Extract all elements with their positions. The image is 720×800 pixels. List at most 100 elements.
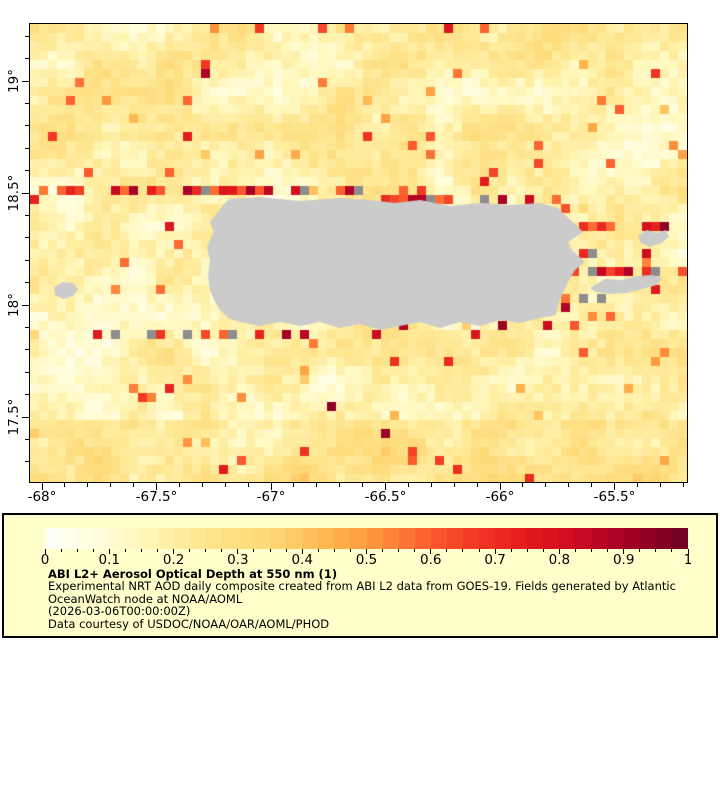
x-axis-tick-label: -66° <box>485 489 515 505</box>
x-axis-minor-tick <box>316 483 318 487</box>
colorbar-tick-label: 0 <box>40 552 50 568</box>
x-axis-minor-tick <box>178 483 180 487</box>
colorbar-major-tick <box>301 549 303 554</box>
x-axis-major-tick <box>385 483 386 490</box>
colorbar-tick-label: 0.1 <box>98 552 121 568</box>
colorbar-minor-tick <box>607 549 609 552</box>
y-axis-tick-label: 17.5° <box>6 398 22 436</box>
x-axis-minor-tick <box>659 483 661 487</box>
x-axis-minor-tick <box>453 483 455 487</box>
x-axis-minor-tick <box>407 483 409 487</box>
legend-line: Experimental NRT AOD daily composite cre… <box>48 579 676 594</box>
x-axis-minor-tick <box>64 483 66 487</box>
x-axis-major-tick <box>156 483 157 490</box>
colorbar-minor-tick <box>317 549 319 552</box>
x-axis-minor-tick <box>591 483 593 487</box>
y-axis-major-tick <box>22 80 29 82</box>
colorbar-minor-tick <box>253 549 255 552</box>
x-axis-minor-tick <box>224 483 226 487</box>
aod-heatmap-canvas <box>30 24 687 482</box>
x-axis-minor-tick <box>568 483 570 487</box>
colorbar-major-tick <box>430 549 432 554</box>
colorbar-minor-tick <box>349 549 351 552</box>
legend-line: OceanWatch node at NOAA/AOML <box>48 591 243 606</box>
colorbar-minor-tick <box>140 549 142 552</box>
colorbar-minor-tick <box>382 549 384 552</box>
x-axis-major-tick <box>499 483 501 490</box>
colorbar-minor-tick <box>333 549 335 552</box>
colorbar-minor-tick <box>285 549 287 552</box>
legend-title: ABI L2+ Aerosol Optical Depth at 550 nm … <box>48 567 338 581</box>
colorbar-minor-tick <box>526 549 528 552</box>
colorbar-minor-tick <box>655 549 657 552</box>
colorbar-minor-tick <box>414 549 416 552</box>
x-axis-tick-label: -68° <box>27 489 57 505</box>
colorbar-major-tick <box>44 549 46 554</box>
x-axis-minor-tick <box>476 483 478 487</box>
x-axis-tick-label: -67° <box>256 489 286 505</box>
colorbar-minor-tick <box>574 549 576 552</box>
colorbar-minor-tick <box>542 549 544 552</box>
colorbar-minor-tick <box>269 549 271 552</box>
x-axis-minor-tick <box>110 483 112 487</box>
x-axis-minor-tick <box>430 483 432 487</box>
colorbar-tick-label: 0.3 <box>227 552 249 568</box>
y-axis-major-tick <box>22 304 29 306</box>
colorbar-minor-tick <box>60 549 62 552</box>
x-axis-minor-tick <box>362 483 364 487</box>
colorbar-minor-tick <box>189 549 191 552</box>
colorbar-minor-tick <box>478 549 480 552</box>
colorbar-tick-label: 0.8 <box>548 552 571 568</box>
colorbar-minor-tick <box>591 549 593 552</box>
colorbar-tick-label: 1 <box>683 552 693 568</box>
legend-text: ABI L2+ Aerosol Optical Depth at 550 nm … <box>48 568 676 630</box>
colorbar-tick-label: 0.2 <box>162 552 185 568</box>
x-axis-minor-tick <box>636 483 638 487</box>
colorbar-tick-label: 0.9 <box>612 552 635 568</box>
x-axis-tick-label: -65.5° <box>593 489 636 505</box>
x-axis-minor-tick <box>293 483 295 487</box>
colorbar-tick-label: 0.5 <box>355 552 378 568</box>
colorbar-major-tick <box>366 549 367 554</box>
colorbar <box>45 528 688 549</box>
map-plot <box>29 23 688 483</box>
colorbar-minor-tick <box>639 549 641 552</box>
legend-panel: 0 0.1 0.2 0.3 0.4 0.5 0.6 0.7 0.8 0.9 1 ABI L2+ Ae… <box>2 513 718 638</box>
colorbar-minor-tick <box>510 549 512 552</box>
colorbar-minor-tick <box>124 549 126 552</box>
x-axis-minor-tick <box>522 483 524 487</box>
colorbar-tick-label: 0.6 <box>420 552 442 568</box>
colorbar-major-tick <box>173 549 175 554</box>
y-axis-major-tick <box>22 416 29 418</box>
y-axis-tick-label: 19° <box>6 69 22 93</box>
x-axis-minor-tick <box>87 483 89 487</box>
x-axis-major-tick <box>614 483 615 490</box>
colorbar-minor-tick <box>76 549 78 552</box>
x-axis-minor-tick <box>545 483 547 487</box>
colorbar-minor-tick <box>462 549 464 552</box>
colorbar-major-tick <box>558 549 560 554</box>
x-axis-minor-tick <box>201 483 203 487</box>
x-axis-tick-label: -66.5° <box>364 489 407 505</box>
colorbar-tick-label: 0.4 <box>291 552 313 568</box>
colorbar-minor-tick <box>205 549 207 552</box>
x-axis-minor-tick <box>247 483 249 487</box>
colorbar-tick-label: 0.7 <box>484 552 506 568</box>
colorbar-minor-tick <box>671 549 673 552</box>
x-axis-tick-label: -67.5° <box>135 489 178 505</box>
colorbar-minor-tick <box>398 549 400 552</box>
y-axis-tick-label: 18.5° <box>6 174 22 212</box>
colorbar-major-tick <box>108 549 110 554</box>
x-axis-minor-tick <box>682 483 684 487</box>
colorbar-minor-tick <box>92 549 94 552</box>
colorbar-major-tick <box>237 549 239 554</box>
legend-line: (2026-03-06T00:00:00Z) <box>48 604 191 619</box>
colorbar-minor-tick <box>157 549 159 552</box>
x-axis-minor-tick <box>133 483 135 487</box>
colorbar-major-tick <box>687 549 689 554</box>
y-axis-tick-label: 18° <box>6 293 22 317</box>
colorbar-major-tick <box>623 549 625 554</box>
colorbar-minor-tick <box>446 549 448 552</box>
legend-line: Data courtesy of USDOC/NOAA/OAR/AOML/PHO… <box>48 616 330 631</box>
